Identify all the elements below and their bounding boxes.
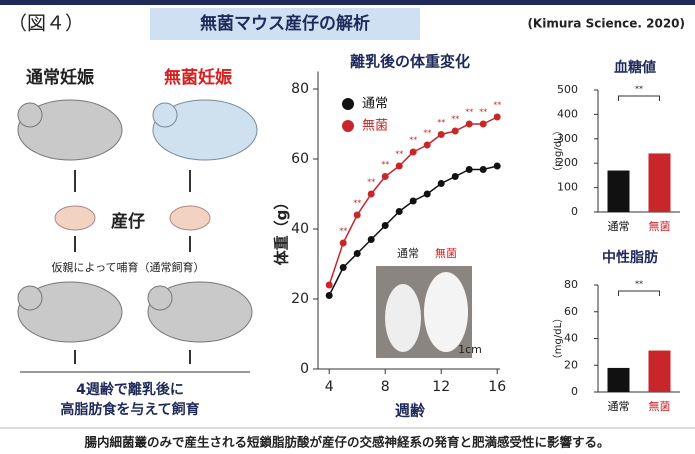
- y-tick-label: 60: [564, 305, 578, 318]
- significance: **: [635, 85, 643, 94]
- bar: [607, 170, 630, 212]
- point: [409, 197, 417, 205]
- x-tick-label: 通常: [608, 220, 630, 233]
- point: [423, 141, 431, 149]
- y-tick-label: 40: [564, 332, 578, 345]
- point: [395, 162, 403, 170]
- y-tick-label: 80: [564, 278, 578, 291]
- x-axis-label: 週齢: [395, 402, 426, 420]
- point: [437, 131, 445, 138]
- point: [367, 236, 375, 243]
- feeding-line1: 4週齢で離乳後に: [76, 381, 184, 398]
- y-tick-label: 500: [557, 83, 578, 96]
- bar: [648, 350, 671, 392]
- citation: (Kimura Science. 2020): [527, 17, 685, 31]
- x-tick-label: 12: [432, 379, 450, 395]
- inset-photo: [376, 266, 472, 358]
- inset-label-germfree: 無菌: [435, 246, 457, 260]
- legend-marker: [342, 98, 354, 110]
- y-tick-label: 400: [557, 107, 578, 120]
- significance: **: [381, 160, 389, 169]
- significance-bracket: [618, 95, 660, 101]
- point: [395, 208, 403, 215]
- title-box: [150, 8, 420, 40]
- feeding-line2: 高脂肪食を与えて飼育: [60, 401, 199, 418]
- y-axis-label: 体重（g）: [273, 195, 291, 266]
- chart-title: 離乳後の体重変化: [350, 53, 470, 71]
- y-tick-label: 80: [291, 81, 309, 97]
- significance-bracket: [618, 290, 660, 296]
- top-bar: [0, 0, 695, 5]
- point: [493, 162, 501, 170]
- x-tick-label: 4: [325, 379, 334, 395]
- x-tick-label: 8: [381, 379, 390, 395]
- y-axis-label: （mg/dL）: [552, 125, 564, 176]
- point: [381, 173, 389, 180]
- point: [451, 127, 459, 135]
- x-tick-label: 無菌: [649, 219, 671, 233]
- point: [437, 180, 445, 187]
- y-tick-label: 20: [291, 291, 309, 307]
- legend-label: 通常: [362, 97, 388, 112]
- chart-title: 中性脂肪: [602, 249, 658, 266]
- point: [451, 173, 459, 180]
- offspring-label: 産仔: [111, 211, 145, 232]
- significance: **: [409, 136, 417, 145]
- significance: **: [493, 101, 501, 110]
- point: [465, 166, 473, 173]
- group-normal: 通常妊娠: [26, 67, 95, 88]
- significance: **: [635, 280, 643, 289]
- significance: **: [367, 178, 375, 187]
- figure-label: （図４）: [8, 13, 84, 35]
- y-tick-label: 60: [291, 151, 309, 167]
- y-tick-label: 0: [571, 205, 578, 218]
- point: [353, 250, 361, 257]
- y-tick-label: 40: [291, 221, 309, 237]
- legend-label: 無菌: [362, 119, 388, 134]
- y-tick-label: 300: [557, 132, 578, 145]
- group-germfree: 無菌妊娠: [164, 67, 233, 88]
- title: 無菌マウス産仔の解析: [200, 13, 370, 34]
- y-tick-label: 200: [557, 156, 578, 169]
- point: [353, 211, 361, 219]
- point: [325, 292, 333, 299]
- significance: **: [465, 108, 473, 117]
- point: [339, 264, 347, 271]
- point: [479, 120, 487, 128]
- significance: **: [353, 199, 361, 208]
- point: [493, 113, 501, 121]
- significance: **: [437, 118, 445, 127]
- y-tick-label: 20: [564, 358, 578, 371]
- x-tick-label: 通常: [608, 400, 630, 413]
- chart-title: 血糖値: [614, 59, 656, 76]
- inset-scale: 1cm: [458, 343, 482, 356]
- inset-label-normal: 通常: [397, 247, 419, 260]
- significance: **: [451, 115, 459, 124]
- point: [409, 148, 417, 156]
- point: [381, 222, 389, 229]
- point: [423, 190, 431, 198]
- bar: [607, 367, 630, 392]
- y-tick-label: 0: [300, 361, 309, 377]
- significance: **: [479, 108, 487, 117]
- point: [479, 166, 487, 173]
- y-tick-label: 0: [571, 385, 578, 398]
- point: [325, 281, 333, 289]
- point: [465, 120, 473, 128]
- legend-marker: [342, 120, 354, 132]
- y-axis-label: （mg/dL）: [552, 313, 564, 364]
- x-tick-label: 無菌: [649, 399, 671, 413]
- point: [367, 190, 375, 198]
- footer: 腸内細菌叢のみで産生される短鎖脂肪酸が産仔の交感神経系の発育と肥満感受性に影響す…: [84, 435, 609, 450]
- significance: **: [395, 150, 403, 159]
- point: [339, 239, 347, 247]
- significance: **: [339, 227, 347, 236]
- x-tick-label: 16: [488, 379, 506, 395]
- significance: **: [423, 129, 431, 138]
- mouse-illustrations: [17, 99, 258, 373]
- y-tick-label: 100: [557, 181, 578, 194]
- nursing-label: 仮親によって哺育（通常飼育）: [51, 260, 204, 274]
- bar: [648, 153, 671, 212]
